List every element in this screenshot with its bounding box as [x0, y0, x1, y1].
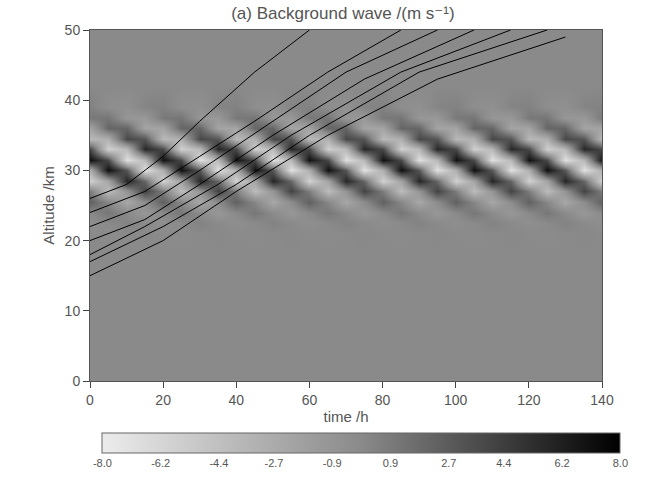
svg-text:20: 20 [65, 233, 81, 249]
svg-text:80: 80 [375, 392, 391, 408]
svg-text:Altitude /km: Altitude /km [40, 166, 57, 244]
svg-text:-6.2: -6.2 [151, 457, 170, 469]
svg-text:8.0: 8.0 [613, 457, 628, 469]
svg-text:4.4: 4.4 [496, 457, 511, 469]
svg-text:140: 140 [590, 392, 614, 408]
svg-text:40: 40 [229, 392, 245, 408]
svg-text:60: 60 [302, 392, 318, 408]
svg-text:time /h: time /h [323, 408, 368, 425]
svg-text:100: 100 [444, 392, 468, 408]
svg-text:2.7: 2.7 [441, 457, 456, 469]
svg-text:40: 40 [65, 92, 81, 108]
svg-text:20: 20 [155, 392, 171, 408]
svg-text:-4.4: -4.4 [209, 457, 228, 469]
svg-text:0.9: 0.9 [383, 457, 398, 469]
svg-text:0: 0 [86, 392, 94, 408]
svg-text:(a) Background wave /(m s⁻¹): (a) Background wave /(m s⁻¹) [231, 4, 454, 23]
svg-text:-0.9: -0.9 [323, 457, 342, 469]
svg-text:10: 10 [65, 303, 81, 319]
svg-text:50: 50 [65, 22, 81, 38]
svg-text:0: 0 [72, 373, 80, 389]
svg-text:120: 120 [517, 392, 541, 408]
svg-text:-8.0: -8.0 [93, 457, 112, 469]
svg-text:30: 30 [65, 162, 81, 178]
svg-text:6.2: 6.2 [554, 457, 569, 469]
svg-text:-2.7: -2.7 [264, 457, 283, 469]
